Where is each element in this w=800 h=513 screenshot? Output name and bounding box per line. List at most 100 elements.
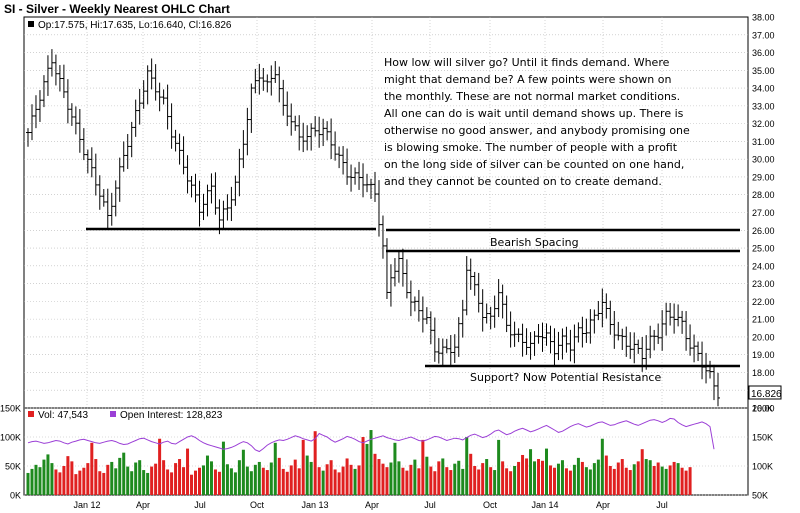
price-bar: [476, 272, 481, 313]
volume-bar: [309, 461, 313, 495]
volume-bar: [54, 469, 58, 495]
price-bar: [392, 258, 397, 287]
price-bar: [528, 332, 533, 360]
volume-bar: [114, 468, 118, 495]
price-bar: [584, 318, 589, 343]
volume-bar: [229, 468, 233, 495]
open-interest-axis: 50K 100K 150K 200K: [752, 404, 773, 501]
price-tick-label: 29.00: [752, 172, 775, 182]
volume-bar: [142, 470, 146, 495]
volume-bar: [313, 431, 317, 495]
volume-bar: [485, 459, 489, 495]
price-bar: [560, 328, 565, 360]
price-bar: [269, 65, 274, 96]
volume-bar: [225, 464, 229, 495]
price-bar: [396, 251, 401, 283]
price-bar: [464, 256, 469, 316]
price-bar: [696, 341, 701, 362]
price-bar: [129, 121, 134, 158]
price-bar: [229, 186, 234, 222]
price-bar: [313, 116, 318, 137]
price-bar: [604, 293, 609, 319]
volume-bar: [305, 455, 309, 495]
price-bar: [73, 106, 78, 135]
price-bar: [540, 322, 545, 352]
volume-bar: [469, 453, 473, 495]
price-bar: [201, 193, 206, 221]
volume-axis: 0K 50K 100K 150K: [0, 404, 21, 501]
price-bar: [680, 310, 685, 334]
volume-bar: [265, 470, 269, 495]
volume-bar: [166, 469, 170, 495]
volume-bar: [381, 463, 385, 495]
price-bar: [233, 175, 238, 206]
price-bar: [69, 103, 74, 126]
price-bar: [173, 129, 178, 152]
price-bar: [121, 141, 126, 172]
price-bar: [277, 66, 282, 103]
price-bar: [588, 309, 593, 344]
price-bar: [101, 189, 106, 207]
volume-bar: [640, 449, 644, 495]
volume-bar: [421, 439, 425, 495]
volume-bar: [42, 459, 46, 495]
price-bar: [161, 89, 166, 105]
oi-tick-label: 150K: [752, 433, 773, 443]
price-tick-label: 31.00: [752, 137, 775, 147]
volume-bar: [489, 467, 493, 495]
volume-bar: [273, 442, 277, 495]
price-bar: [520, 323, 525, 357]
commentary-line-7: on the long side of silver can be counte…: [384, 158, 684, 171]
price-bar: [337, 146, 342, 169]
price-bar: [145, 65, 150, 105]
oi-tick-label: 50K: [752, 491, 768, 501]
price-bar: [149, 58, 154, 90]
volume-bar: [233, 472, 237, 495]
volume-bar: [86, 463, 90, 495]
price-bar: [29, 104, 34, 141]
volume-bar: [365, 443, 369, 495]
volume-bar: [465, 437, 469, 495]
price-bar: [353, 167, 358, 185]
price-bar: [692, 334, 697, 363]
price-bar: [221, 200, 226, 229]
volume-bar: [345, 458, 349, 495]
chart-title: SI - Silver - Weekly Nearest OHLC Chart: [4, 2, 230, 16]
volume-bar: [684, 470, 688, 495]
price-bar: [265, 74, 270, 93]
volume-bar: [425, 456, 429, 495]
volume-bar: [321, 470, 325, 495]
volume-bar: [62, 466, 66, 495]
price-bar: [301, 122, 306, 153]
volume-tick-label: 0K: [10, 491, 21, 501]
price-bar: [26, 128, 30, 147]
price-bar: [45, 55, 50, 96]
volume-bar: [389, 462, 393, 495]
price-bar: [648, 325, 653, 359]
price-bar: [424, 307, 429, 325]
price-tick-label: 37.00: [752, 30, 775, 40]
x-axis: Jan 12 Apr Jul Oct Jan 13 Apr Jul Oct Jan 14 Apr J…: [73, 500, 667, 510]
price-bar: [652, 329, 657, 351]
volume-bar: [401, 467, 405, 495]
volume-bar: [493, 470, 497, 495]
price-bar: [380, 215, 385, 259]
volume-bar: [269, 462, 273, 495]
price-bar: [480, 289, 485, 332]
volume-bar: [170, 472, 174, 495]
price-bar: [444, 338, 449, 354]
price-bar: [341, 146, 346, 175]
price-bar: [616, 321, 621, 341]
volume-bar: [30, 468, 34, 495]
price-bar: [85, 149, 90, 174]
price-bar: [592, 309, 597, 334]
volume-bar: [201, 465, 205, 495]
price-bars: [26, 49, 720, 407]
price-bar: [57, 65, 62, 92]
volume-bar: [660, 466, 664, 495]
price-bar: [165, 84, 170, 130]
price-bar: [656, 323, 661, 344]
price-bar: [365, 173, 370, 193]
price-bar: [369, 178, 374, 199]
price-tick-label: 35.00: [752, 66, 775, 76]
